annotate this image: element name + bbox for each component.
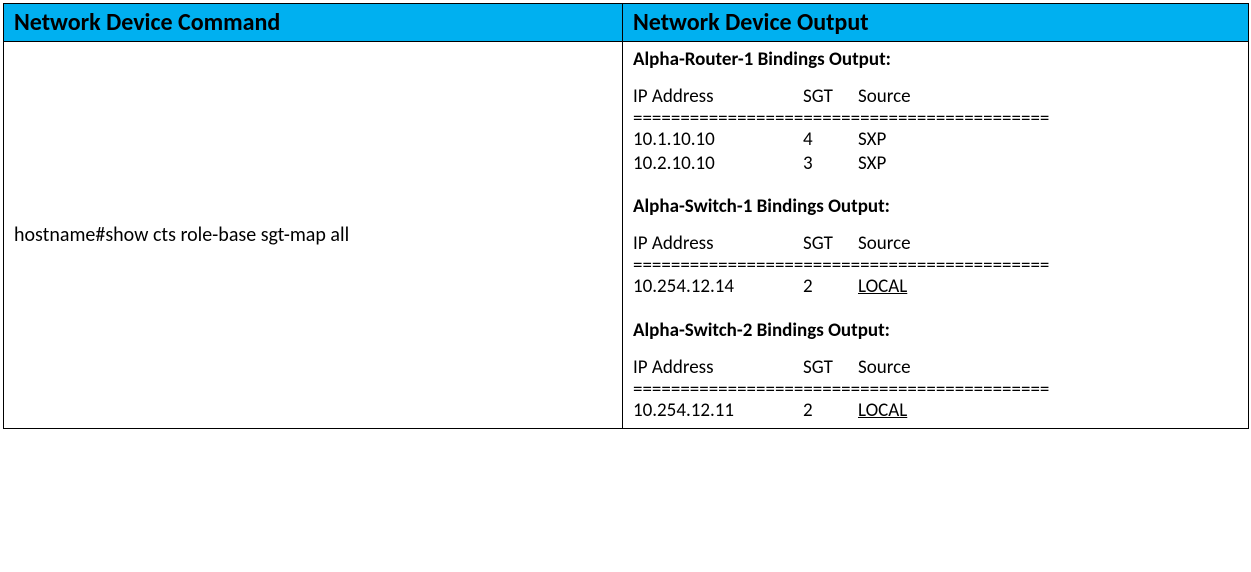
col-ip-label: IP Address [633, 356, 803, 380]
sgt-value: 2 [803, 399, 858, 423]
sgt-value: 4 [803, 128, 858, 152]
col-sgt-label: SGT [803, 85, 858, 109]
column-headers: IP AddressSGTSource [633, 232, 1238, 256]
ip-value: 10.254.12.11 [633, 399, 803, 423]
network-device-table: Network Device Command Network Device Ou… [3, 3, 1249, 429]
binding-row: 10.254.12.142LOCAL [633, 275, 1238, 299]
col-source-label: Source [858, 85, 911, 109]
ip-value: 10.2.10.10 [633, 152, 803, 176]
table-header-row: Network Device Command Network Device Ou… [4, 4, 1249, 42]
table-body-row: hostname#show cts role-base sgt-map all … [4, 42, 1249, 429]
ip-value: 10.1.10.10 [633, 128, 803, 152]
column-headers: IP AddressSGTSource [633, 356, 1238, 380]
col-ip-label: IP Address [633, 85, 803, 109]
sgt-value: 2 [803, 275, 858, 299]
source-value: SXP [858, 128, 886, 151]
binding-row: 10.254.12.112LOCAL [633, 399, 1238, 423]
column-headers: IP AddressSGTSource [633, 85, 1238, 109]
col-ip-label: IP Address [633, 232, 803, 256]
command-cell: hostname#show cts role-base sgt-map all [4, 42, 623, 429]
col-source-label: Source [858, 356, 911, 380]
header-output: Network Device Output [623, 4, 1249, 42]
col-sgt-label: SGT [803, 232, 858, 256]
binding-row: 10.2.10.103SXP [633, 152, 1238, 176]
section-title: Alpha-Switch-1 Bindings Output: [633, 195, 1238, 218]
section-title: Alpha-Router-1 Bindings Output: [633, 48, 1238, 71]
source-value[interactable]: LOCAL [858, 275, 907, 298]
source-value[interactable]: LOCAL [858, 399, 907, 422]
separator: ========================================… [633, 109, 1238, 128]
col-sgt-label: SGT [803, 356, 858, 380]
section-title: Alpha-Switch-2 Bindings Output: [633, 319, 1238, 342]
separator: ========================================… [633, 380, 1238, 399]
separator: ========================================… [633, 256, 1238, 275]
output-cell: Alpha-Router-1 Bindings Output: IP Addres… [623, 42, 1249, 429]
header-command: Network Device Command [4, 4, 623, 42]
source-value: SXP [858, 152, 886, 175]
col-source-label: Source [858, 232, 911, 256]
binding-row: 10.1.10.104SXP [633, 128, 1238, 152]
sgt-value: 3 [803, 152, 858, 176]
ip-value: 10.254.12.14 [633, 275, 803, 299]
command-text: hostname#show cts role-base sgt-map all [14, 223, 349, 247]
